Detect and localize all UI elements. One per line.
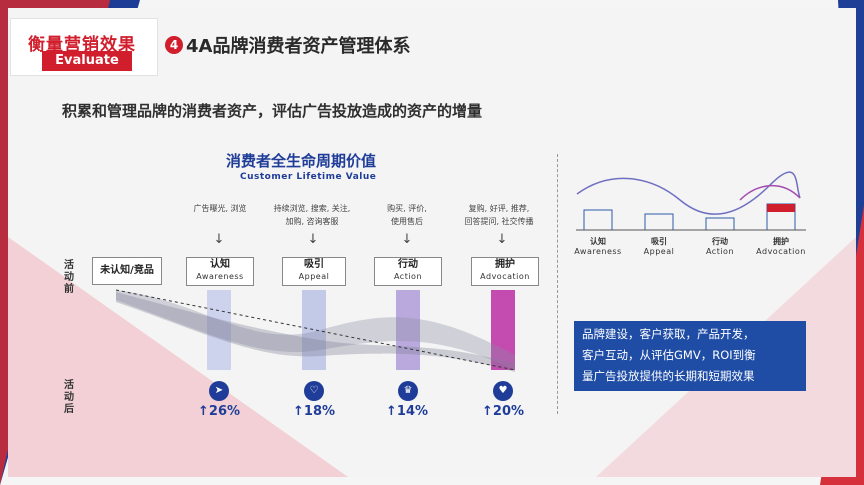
trophy-icon: ♛	[398, 381, 418, 401]
mini-label-cn: 认知	[590, 237, 606, 246]
mini-label-en: Action	[705, 247, 735, 256]
logo-subtitle: Evaluate	[42, 51, 132, 71]
stage-desc-advocation: 复购, 好评, 推荐, 回答提问, 社交传播	[448, 202, 550, 228]
mini-label-cn: 拥护	[773, 237, 789, 246]
stage-desc-awareness: 广告曝光, 浏览	[180, 202, 260, 215]
trend-dashed-line	[115, 289, 516, 371]
content-panel	[8, 8, 856, 477]
clv-title: 消费者全生命周期价值	[226, 152, 377, 170]
clv-subtitle: Customer Lifetime Value	[240, 172, 377, 182]
down-arrow-icon: ↓	[307, 232, 319, 247]
vertical-divider	[557, 154, 558, 414]
mini-bar-advocation-increment	[767, 204, 795, 212]
mini-label-advocation: 拥护 Advocation	[751, 236, 811, 257]
mini-curve-accent	[739, 184, 801, 201]
stage-desc-line: 广告曝光, 浏览	[193, 204, 247, 213]
stage-name-en: Action	[393, 272, 423, 281]
stage-desc-line: 使用售后	[391, 217, 423, 226]
stage-name: 认知	[210, 259, 230, 270]
stage-desc-line: 加购, 咨询客服	[285, 217, 339, 226]
after-label: 活动后	[64, 380, 74, 415]
stage-box-appeal: 吸引 Appeal	[282, 257, 346, 286]
page-title: 4A品牌消费者资产管理体系	[186, 36, 411, 57]
appeal-bar	[302, 290, 326, 370]
mini-label-cn: 吸引	[651, 237, 667, 246]
advocation-increase: ↑20%	[482, 404, 525, 419]
page-subtitle: 积累和管理品牌的消费者资产，评估广告投放造成的资产的增量	[62, 102, 483, 120]
mini-label-en: Appeal	[643, 247, 675, 256]
stage-desc-line: 购买, 评价,	[387, 204, 427, 213]
stage-desc-line: 回答提问, 社交传播	[464, 217, 534, 226]
logo-title: 衡量营销效果	[28, 35, 136, 55]
stage-name-en: Awareness	[196, 272, 244, 281]
action-bar	[396, 290, 420, 370]
stage-name: 吸引	[304, 259, 324, 270]
mini-bar-appeal	[644, 213, 674, 231]
shield-heart-icon: ♥	[493, 381, 513, 401]
flow-band-2	[116, 292, 515, 372]
unaware-box: 未认知/竞品	[92, 257, 162, 285]
action-increase: ↑14%	[386, 404, 429, 419]
section-number-badge: 4	[165, 36, 183, 54]
mini-curve	[576, 171, 801, 215]
paper-plane-icon: ➤	[209, 381, 229, 401]
stage-box-action: 行动 Action	[374, 257, 442, 286]
stage-desc-line: 复购, 好评, 推荐,	[468, 204, 530, 213]
mini-label-appeal: 吸引 Appeal	[629, 236, 689, 257]
down-arrow-icon: ↓	[401, 232, 413, 247]
appeal-increase: ↑18%	[293, 404, 336, 419]
flow-band-1	[116, 290, 515, 370]
summary-line: 量广告投放提供的长期和短期效果	[582, 369, 755, 383]
awareness-bar	[207, 290, 231, 370]
down-arrow-icon: ↓	[213, 232, 225, 247]
stage-box-advocation: 拥护 Advocation	[471, 257, 539, 286]
stage-name: 行动	[398, 259, 418, 270]
stage-desc-action: 购买, 评价, 使用售后	[372, 202, 442, 228]
mini-label-en: Advocation	[756, 247, 806, 256]
advocation-bar	[491, 290, 515, 370]
mini-bar-action	[705, 217, 735, 231]
stage-name-en: Advocation	[480, 272, 530, 281]
mini-bar-awareness	[583, 209, 613, 231]
mini-label-cn: 行动	[712, 237, 728, 246]
awareness-increase: ↑26%	[198, 404, 241, 419]
mini-label-action: 行动 Action	[690, 236, 750, 257]
stage-name: 拥护	[495, 259, 515, 270]
summary-line: 品牌建设，客户获取，产品开发，	[582, 327, 755, 341]
mini-label-awareness: 认知 Awareness	[568, 236, 628, 257]
summary-box: 品牌建设，客户获取，产品开发， 客户互动，从评估GMV，ROI到衡 量广告投放提…	[574, 321, 806, 391]
before-label: 活动前	[64, 260, 74, 295]
summary-line: 客户互动，从评估GMV，ROI到衡	[582, 348, 756, 362]
heart-icon: ♡	[304, 381, 324, 401]
mini-label-en: Awareness	[574, 247, 622, 256]
down-arrow-icon: ↓	[496, 232, 508, 247]
stage-desc-line: 持续浏览, 搜索, 关注,	[273, 204, 351, 213]
stage-name-en: Appeal	[298, 272, 330, 281]
stage-desc-appeal: 持续浏览, 搜索, 关注, 加购, 咨询客服	[262, 202, 362, 228]
stage-box-awareness: 认知 Awareness	[186, 257, 254, 286]
